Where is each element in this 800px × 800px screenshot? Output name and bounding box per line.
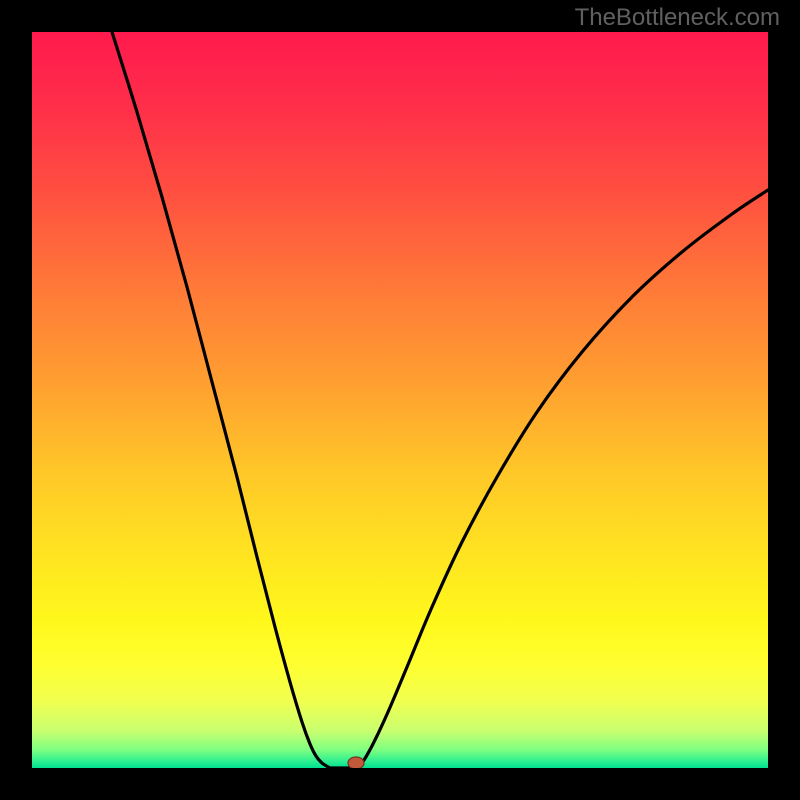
optimal-point-marker (32, 32, 768, 768)
watermark-text: TheBottleneck.com (575, 4, 780, 32)
plot-area (32, 32, 768, 768)
